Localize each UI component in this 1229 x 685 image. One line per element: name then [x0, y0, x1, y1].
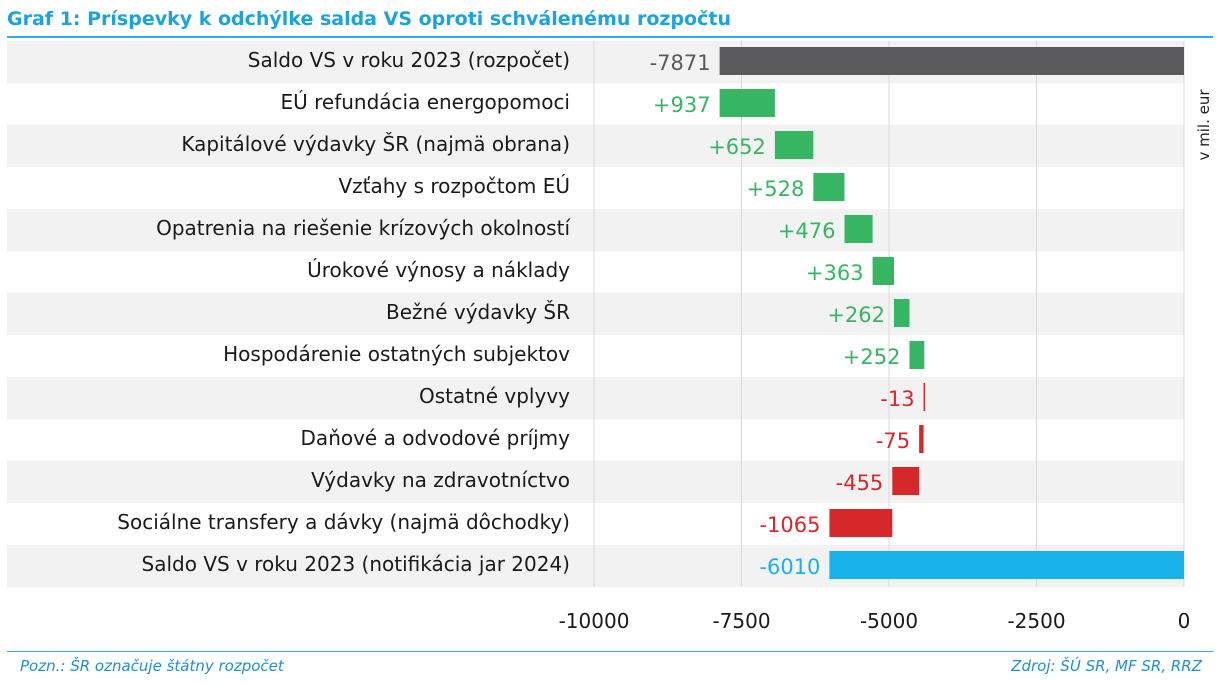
bar: [829, 551, 1184, 579]
data-label: +262: [827, 303, 885, 327]
category-label: Úrokové výnosy a náklady: [307, 258, 570, 282]
category-label: Opatrenia na riešenie krízových okolnost…: [156, 216, 571, 240]
bar: [829, 509, 893, 537]
row-band: [7, 209, 1184, 251]
x-tick-label: 0: [1178, 609, 1191, 633]
unit-label: v mil. eur: [1195, 89, 1213, 161]
x-tick-label: -10000: [559, 609, 630, 633]
bar: [719, 89, 775, 117]
data-label: -13: [880, 387, 914, 411]
x-tick-label: -2500: [1007, 609, 1065, 633]
bar: [813, 173, 845, 201]
category-label: Vzťahy s rozpočtom EÚ: [338, 174, 570, 198]
bar: [909, 341, 925, 369]
category-label: Saldo VS v roku 2023 (notifikácia jar 20…: [142, 552, 570, 576]
data-label: +252: [843, 345, 901, 369]
bar: [872, 257, 895, 285]
category-label: Bežné výdavky ŠR: [386, 300, 570, 324]
data-label: +652: [708, 135, 766, 159]
category-label: Hospodárenie ostatných subjektov: [223, 342, 570, 366]
data-label: +937: [653, 93, 711, 117]
row-band: [7, 461, 1184, 503]
source-note: Zdroj: ŠÚ SR, MF SR, RRZ: [1011, 657, 1202, 675]
bar: [774, 131, 814, 159]
data-label: +476: [778, 219, 836, 243]
data-label: -1065: [759, 513, 820, 537]
title-divider: [7, 36, 1213, 38]
bar: [894, 299, 910, 327]
data-label: +363: [806, 261, 864, 285]
x-tick-label: -5000: [860, 609, 918, 633]
bar: [892, 467, 920, 495]
data-label: +528: [747, 177, 805, 201]
category-label: Kapitálové výdavky ŠR (najmä obrana): [181, 132, 570, 156]
row-band: [7, 125, 1184, 167]
category-label: Daňové a odvodové príjmy: [301, 426, 571, 450]
category-label: EÚ refundácia energopomoci: [280, 90, 570, 114]
chart-title: Graf 1: Príspevky k odchýlke salda VS op…: [7, 8, 731, 30]
bar: [923, 383, 926, 411]
bar: [844, 215, 873, 243]
category-label: Sociálne transfery a dávky (najmä dôchod…: [117, 510, 570, 534]
category-label: Ostatné vplyvy: [419, 384, 570, 408]
bar: [719, 47, 1184, 75]
footer-divider: [7, 651, 1213, 652]
data-label: -6010: [759, 555, 820, 579]
data-label: -75: [876, 429, 910, 453]
row-band: [7, 377, 1184, 419]
data-label: -455: [836, 471, 884, 495]
category-label: Výdavky na zdravotníctvo: [311, 468, 570, 492]
footnote: Pozn.: ŠR označuje štátny rozpočet: [20, 657, 284, 675]
row-band: [7, 293, 1184, 335]
bar: [919, 425, 924, 453]
data-label: -7871: [650, 51, 711, 75]
x-tick-label: -7500: [712, 609, 770, 633]
category-label: Saldo VS v roku 2023 (rozpočet): [248, 48, 570, 72]
